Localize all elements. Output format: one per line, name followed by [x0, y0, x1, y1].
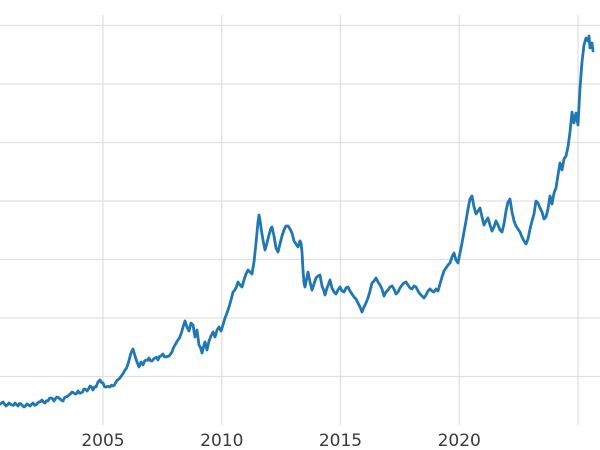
- x-tick-label: 2015: [319, 431, 362, 450]
- x-tick-label: 2020: [438, 431, 481, 450]
- price-line-series: [0, 34, 595, 409]
- x-tick-label: 2010: [200, 431, 243, 450]
- x-tick-label: 2005: [81, 431, 124, 450]
